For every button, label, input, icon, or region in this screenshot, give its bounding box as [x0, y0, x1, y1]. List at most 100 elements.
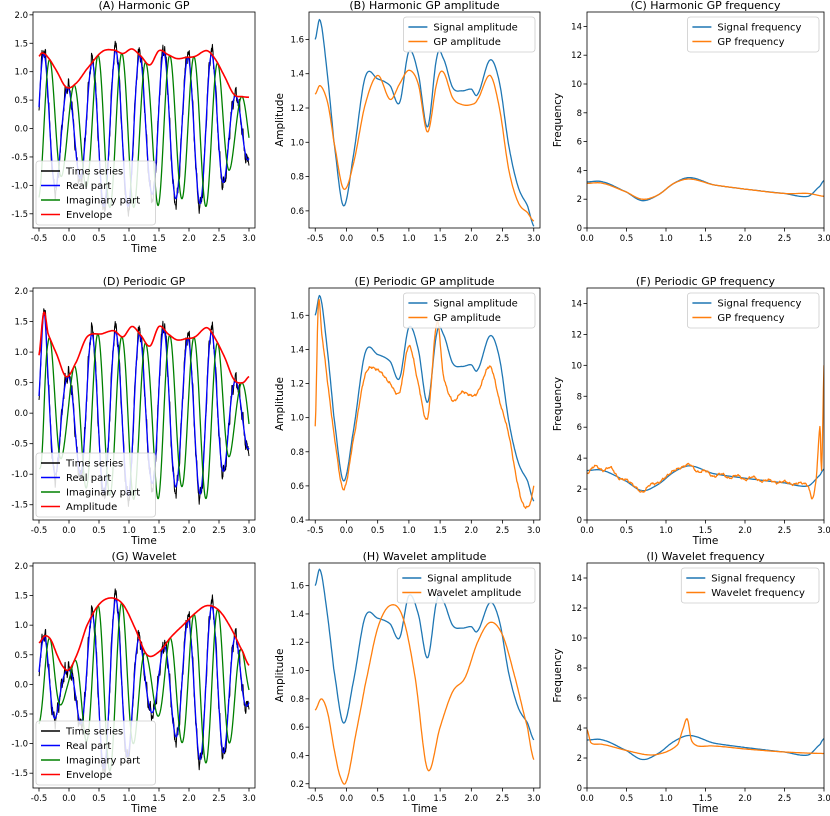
y-tick-label: -1.5 — [11, 210, 28, 220]
plot-area — [587, 365, 824, 500]
plot-frame — [586, 11, 825, 229]
series-line-signal-amplitude — [314, 568, 535, 741]
x-axis-label: Time — [130, 243, 157, 255]
y-tick-label: 0.6 — [290, 482, 304, 492]
legend: Signal frequency GP frequency — [687, 292, 820, 329]
legend-entry: GP amplitude — [433, 313, 501, 324]
y-tick-label: 1.2 — [290, 380, 304, 390]
y-tick-label: 1.2 — [290, 638, 304, 648]
x-axis-label: Time — [130, 803, 157, 815]
x-tick-label: 2.0 — [738, 234, 752, 244]
y-tick-label: 2.0 — [14, 287, 28, 297]
y-tick-label: 2.0 — [14, 562, 28, 572]
y-tick-label: 1.4 — [290, 610, 304, 620]
y-tick-label: 1.2 — [290, 104, 304, 114]
y-tick-label: 0.0 — [14, 125, 28, 135]
x-tick-label: 0.0 — [340, 526, 354, 536]
x-tick-label: 3.0 — [817, 526, 830, 536]
y-tick-label: 6 — [577, 694, 582, 704]
legend: Signal amplitude Wavelet amplitude — [396, 567, 536, 604]
x-tick-label: 2.5 — [496, 234, 510, 244]
plot-frame — [308, 562, 541, 789]
x-tick-label: 0.0 — [580, 234, 594, 244]
x-tick-label: 1.5 — [699, 234, 713, 244]
x-tick-label: 0.0 — [62, 526, 76, 536]
y-tick-label: 1.0 — [290, 138, 304, 148]
panel-f: (F) Periodic GP frequency 0.0 0.5 1.0 1.5 2.0… — [552, 275, 830, 547]
y-axis-label: Amplitude — [274, 93, 286, 147]
y-tick-label: 4 — [577, 454, 582, 464]
x-tick-label: 0.5 — [92, 526, 106, 536]
y-tick-label: 0 — [577, 516, 582, 526]
x-tick-label: 0.0 — [340, 234, 354, 244]
x-axis-label: Time — [692, 803, 719, 815]
series-line-signal-amplitude — [314, 18, 535, 227]
y-tick-label: -0.5 — [11, 710, 28, 720]
x-tick-label: 2.5 — [778, 234, 792, 244]
x-tick-label: -0.5 — [307, 526, 324, 536]
x-tick-label: 0.0 — [580, 794, 594, 804]
legend-entry: Signal frequency — [717, 23, 801, 34]
x-tick-label: 3.0 — [242, 526, 256, 536]
y-tick-label: 0.5 — [14, 651, 28, 661]
x-tick-label: 3.0 — [817, 234, 830, 244]
plot-area — [38, 588, 250, 775]
series-line-gp-amplitude — [314, 69, 535, 222]
y-tick-label: 0.4 — [290, 751, 304, 761]
legend-entry: Wavelet frequency — [711, 588, 805, 599]
x-tick-label: -0.5 — [307, 234, 324, 244]
x-tick-label: 0.5 — [620, 234, 634, 244]
x-tick-label: 2.0 — [465, 794, 479, 804]
legend-box — [402, 16, 536, 53]
y-tick-label: 10 — [571, 634, 582, 644]
legend: Time series Real part Imaginary part Envelo… — [35, 720, 156, 786]
y-tick-label: 1.6 — [290, 582, 304, 592]
series-line-gp-amplitude — [314, 298, 535, 509]
x-tick-label: 2.0 — [738, 794, 752, 804]
legend-entry: Imaginary part — [66, 756, 140, 767]
plot-frame — [32, 287, 256, 521]
panel-title: (E) Periodic GP amplitude — [354, 275, 494, 288]
y-tick-label: 14 — [571, 299, 582, 309]
x-tick-label: 2.5 — [212, 526, 226, 536]
plot-area — [314, 294, 535, 509]
x-tick-label: 1.5 — [699, 794, 713, 804]
legend-box — [35, 160, 156, 226]
x-tick-label: 2.0 — [738, 526, 752, 536]
legend-box — [680, 567, 820, 604]
x-tick-label: 2.5 — [778, 526, 792, 536]
x-tick-label: 1.5 — [433, 794, 447, 804]
x-axis-label: Time — [130, 535, 157, 547]
y-tick-label: 1.6 — [290, 311, 304, 321]
y-tick-label: 6 — [577, 423, 582, 433]
y-tick-label: 0.0 — [14, 680, 28, 690]
legend-box — [687, 16, 820, 53]
y-tick-label: 1.0 — [14, 621, 28, 631]
y-tick-label: 1.0 — [14, 68, 28, 78]
panel-g: (G) Wavelet -0.5 0.0 0.5 1.0 1.5 2.0 2.5 3.0 -1.5… — [11, 550, 255, 815]
series-line-real-part — [38, 311, 250, 497]
y-tick-label: 0.0 — [14, 409, 28, 419]
panel-title: (I) Wavelet frequency — [646, 550, 765, 563]
series-line-signal-frequency — [587, 734, 824, 761]
legend: Signal amplitude GP amplitude — [402, 292, 536, 329]
x-tick-label: 0.5 — [620, 526, 634, 536]
x-tick-label: -0.5 — [31, 794, 48, 804]
panel-c: (C) Harmonic GP frequency 0.0 0.5 1.0 1.5 2.0… — [552, 0, 830, 244]
y-tick-label: 10 — [571, 361, 582, 371]
y-axis-label: Amplitude — [274, 377, 286, 431]
y-tick-label: 2 — [577, 485, 582, 495]
y-tick-label: 1.5 — [14, 39, 28, 49]
x-tick-label: 0.5 — [92, 794, 106, 804]
y-tick-label: 1.4 — [290, 70, 304, 80]
panel-i: (I) Wavelet frequency 0.0 0.5 1.0 1.5 2.0 2.5 3… — [552, 550, 830, 815]
x-tick-label: 2.5 — [212, 234, 226, 244]
plot-area — [38, 308, 250, 507]
y-tick-label: -1.5 — [11, 769, 28, 779]
panel-title: (C) Harmonic GP frequency — [631, 0, 781, 12]
y-tick-label: 2 — [577, 754, 582, 764]
y-tick-label: 0 — [577, 784, 582, 794]
series-line-wavelet-amplitude — [314, 604, 535, 785]
panel-title: (H) Wavelet amplitude — [363, 550, 487, 563]
x-tick-label: 2.0 — [465, 234, 479, 244]
